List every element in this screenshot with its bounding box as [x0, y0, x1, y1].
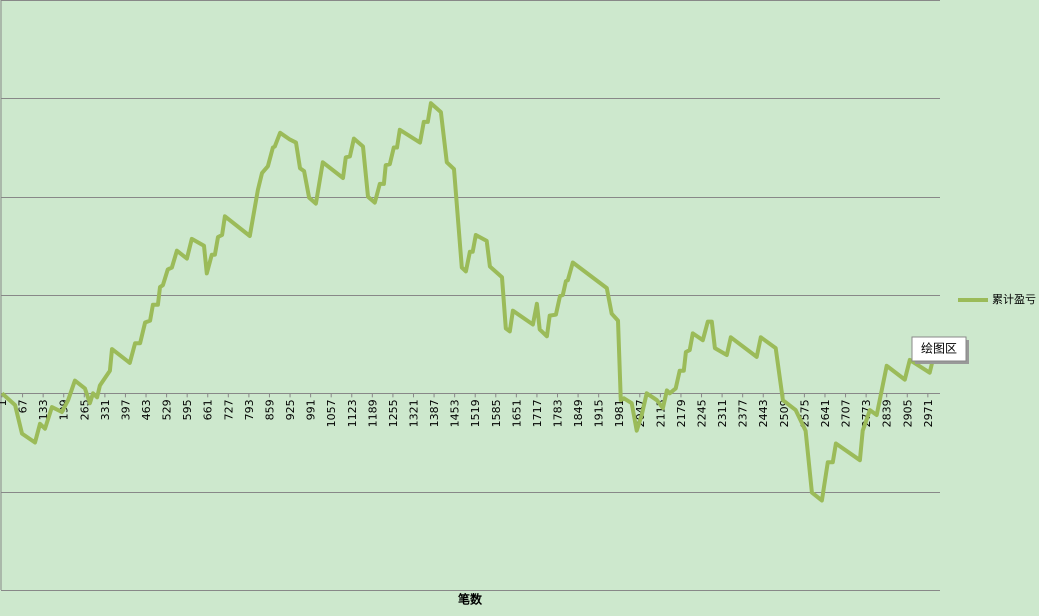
x-tick-label: 2773 — [860, 399, 873, 427]
x-tick-label: 1915 — [593, 399, 606, 427]
x-tick-label: 2311 — [716, 399, 729, 427]
x-tick-label: 1717 — [531, 399, 544, 427]
x-tick-label: 1189 — [366, 399, 379, 427]
x-tick-label: 67 — [17, 399, 30, 413]
x-tick-label: 1783 — [552, 399, 565, 427]
x-tick-label: 133 — [37, 399, 50, 420]
x-tick-label: 1057 — [325, 399, 338, 427]
x-tick-label: 727 — [222, 399, 235, 420]
x-tick-label: 925 — [284, 399, 297, 420]
x-tick-label: 2377 — [737, 399, 750, 427]
x-tick-label: 1387 — [428, 399, 441, 427]
x-tick-label: 595 — [181, 399, 194, 420]
x-tick-label: 1453 — [449, 399, 462, 427]
x-tick-label: 1321 — [407, 399, 420, 427]
x-tick-label: 331 — [99, 399, 112, 420]
x-tick-label: 2905 — [901, 399, 914, 427]
x-tick-label: 1519 — [469, 399, 482, 427]
x-tick-label: 793 — [243, 399, 256, 420]
tooltip-box — [911, 336, 967, 362]
x-tick-label: 1849 — [572, 399, 585, 427]
x-axis-title: 笔数 — [458, 592, 483, 607]
x-tick-label: 463 — [140, 399, 153, 420]
x-tick-label: 397 — [119, 399, 132, 420]
x-tick-label: 1 — [0, 399, 9, 406]
x-tick-label: 2179 — [675, 399, 688, 427]
x-tick-label: 2971 — [922, 399, 935, 427]
x-tick-label: 529 — [161, 399, 174, 420]
x-tick-label: 2443 — [757, 399, 770, 427]
x-tick-label: 1123 — [346, 399, 359, 427]
tooltip-text: 绘图区 — [921, 341, 957, 356]
x-tick-label: 2839 — [881, 399, 894, 427]
x-tick-label: 2707 — [840, 399, 853, 427]
x-tick-label: 265 — [78, 399, 91, 420]
tooltip: 绘图区 — [911, 336, 969, 364]
x-tick-label: 1981 — [613, 399, 626, 427]
x-tick-label: 991 — [305, 399, 318, 420]
x-tick-label: 1255 — [387, 399, 400, 427]
legend-item: 累计盈亏 — [958, 293, 1036, 306]
x-tick-label: 661 — [202, 399, 215, 420]
x-tick-label: 1585 — [490, 399, 503, 427]
x-tick-label: 859 — [263, 399, 276, 420]
x-tick-label: 2245 — [696, 399, 709, 427]
data-line — [0, 101, 935, 503]
x-tick-label: 1651 — [510, 399, 523, 427]
legend-label: 累计盈亏 — [992, 293, 1036, 306]
x-tick-label: 2641 — [819, 399, 832, 427]
